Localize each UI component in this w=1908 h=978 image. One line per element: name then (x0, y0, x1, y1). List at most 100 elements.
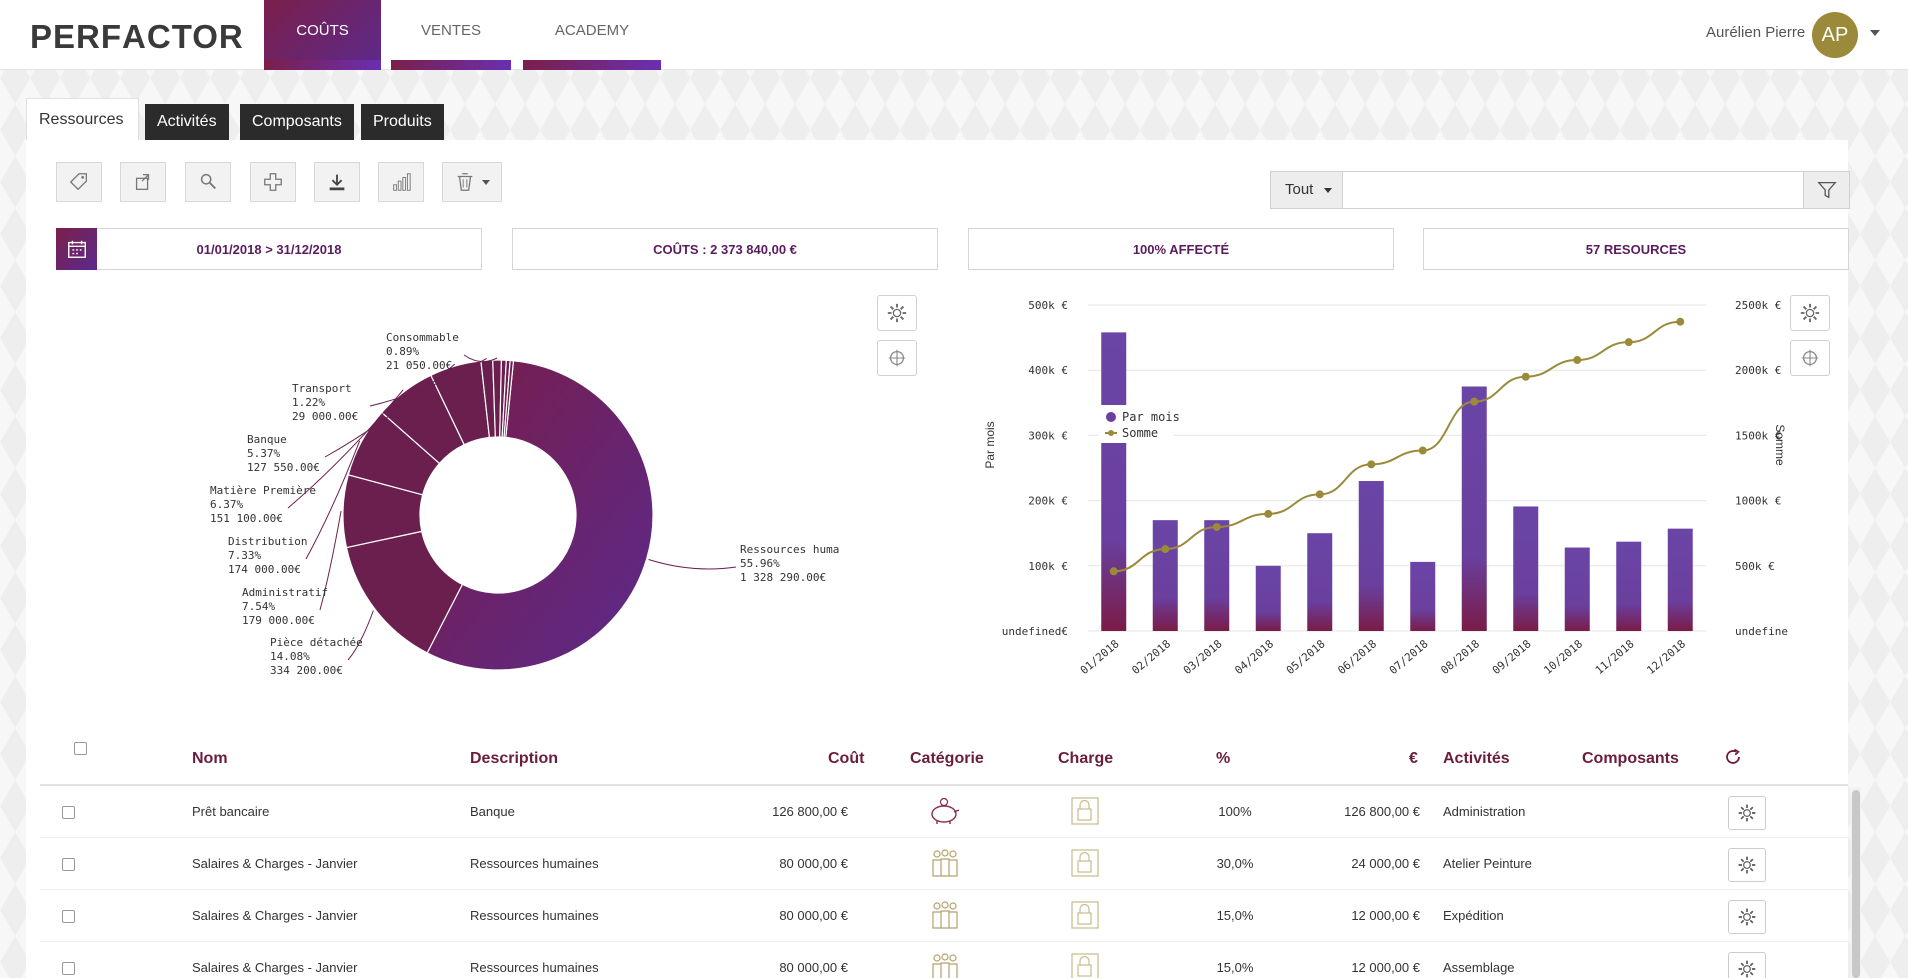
people-icon (928, 848, 962, 881)
line-point[interactable] (1161, 545, 1170, 554)
bar[interactable] (1358, 481, 1384, 631)
col-eur[interactable]: € (1409, 750, 1418, 767)
pie-leader-line (287, 389, 404, 509)
row-checkbox[interactable] (62, 910, 75, 923)
row-settings-button[interactable] (1728, 952, 1766, 978)
col-composants[interactable]: Composants (1582, 750, 1679, 767)
col-cout[interactable]: Coût (828, 750, 865, 767)
pie-label: Ressources humaines (740, 543, 840, 556)
line-point[interactable] (1367, 460, 1376, 469)
pie-target-button[interactable] (877, 340, 917, 376)
tab-composants[interactable]: Composants (240, 104, 354, 140)
line-point[interactable] (1109, 567, 1118, 576)
line-point[interactable] (1521, 372, 1530, 381)
bar[interactable] (1667, 528, 1693, 631)
avatar[interactable]: AP (1812, 12, 1858, 58)
tag-button[interactable] (56, 162, 102, 202)
bar[interactable] (1255, 565, 1281, 631)
cell-cout: 80 000,00 € (779, 908, 848, 923)
logo-accent-letter: A (122, 18, 147, 55)
tab-produits[interactable]: Produits (361, 104, 444, 140)
pie-settings-button[interactable] (877, 295, 917, 331)
nav-tab-academy[interactable]: ACADEMY (523, 0, 661, 70)
line-point[interactable] (1470, 397, 1479, 406)
download-button[interactable] (314, 162, 360, 202)
col-activites[interactable]: Activités (1443, 750, 1510, 767)
filter-select[interactable]: Tout (1271, 172, 1343, 208)
tab-ressources[interactable]: Ressources (26, 98, 139, 140)
bar[interactable] (1410, 561, 1436, 631)
bar[interactable] (1461, 386, 1487, 632)
user-name[interactable]: Aurélien Pierre (1706, 24, 1806, 41)
x-tick-label: 01/2018 (1078, 637, 1122, 677)
export-button[interactable] (120, 162, 166, 202)
filter-button[interactable] (1803, 172, 1849, 208)
table-row[interactable]: Prêt bancaire Banque 126 800,00 € 100% 126 8… (40, 786, 1848, 838)
lock-charge-icon[interactable] (1068, 898, 1102, 935)
row-checkbox[interactable] (62, 806, 75, 819)
pie-slice[interactable] (503, 359, 515, 439)
row-settings-button[interactable] (1728, 848, 1766, 882)
col-description[interactable]: Description (470, 750, 559, 767)
calendar-icon[interactable] (56, 228, 97, 270)
bar-settings-button[interactable] (1790, 295, 1830, 331)
nav-tab-couts[interactable]: COÛTS (264, 0, 381, 70)
lock-charge-icon[interactable] (1068, 950, 1102, 978)
row-settings-button[interactable] (1728, 796, 1766, 830)
bar-target-button[interactable] (1790, 340, 1830, 376)
chart-button[interactable] (378, 162, 424, 202)
line-point[interactable] (1418, 446, 1427, 455)
line-point[interactable] (1315, 490, 1324, 499)
col-charge[interactable]: Charge (1058, 750, 1114, 767)
pie-amount: 334 200.00€ (270, 664, 343, 677)
delete-dropdown-button[interactable] (442, 162, 502, 202)
nav-tab-indicator (391, 60, 511, 70)
search-button[interactable] (185, 162, 231, 202)
nav-tab-indicator (264, 60, 381, 70)
bar[interactable] (1152, 520, 1178, 631)
row-checkbox[interactable] (62, 962, 75, 975)
add-button[interactable] (250, 162, 296, 202)
period-box[interactable]: 01/01/2018 > 31/12/2018 (56, 228, 482, 270)
line-point[interactable] (1676, 317, 1685, 326)
line-point[interactable] (1573, 356, 1582, 365)
line-point[interactable] (1212, 522, 1221, 531)
bar[interactable] (1616, 541, 1642, 631)
bar[interactable] (1513, 506, 1539, 631)
row-checkbox[interactable] (62, 858, 75, 871)
row-settings-button[interactable] (1728, 900, 1766, 934)
chevron-down-icon[interactable] (1870, 30, 1880, 36)
bar[interactable] (1307, 533, 1333, 631)
line-point[interactable] (1264, 509, 1273, 518)
legend-bar-marker (1106, 412, 1116, 422)
col-categorie[interactable]: Catégorie (910, 750, 984, 767)
pie-leader-line (648, 559, 737, 570)
pie-pct: 5.37% (247, 447, 280, 460)
table-scrollbar[interactable] (1851, 788, 1861, 978)
col-nom[interactable]: Nom (192, 750, 228, 767)
tab-activites[interactable]: Activités (145, 104, 229, 140)
filter-input[interactable] (1343, 172, 1803, 208)
line-point[interactable] (1624, 338, 1633, 347)
cell-description: Ressources humaines (470, 960, 599, 975)
pie-slice[interactable] (426, 360, 654, 671)
select-all-checkbox[interactable] (74, 742, 87, 755)
legend-line-marker (1108, 430, 1114, 436)
x-tick-label: 05/2018 (1284, 637, 1328, 677)
y2-tick-label: 2500k € (1735, 299, 1781, 312)
col-pct[interactable]: % (1216, 750, 1231, 767)
app-logo[interactable]: PERFACTOR (30, 18, 244, 55)
table-row[interactable]: Salaires & Charges - Janvier Ressources h… (40, 942, 1848, 978)
crosshair-icon (888, 349, 906, 367)
bar[interactable] (1204, 520, 1230, 631)
lock-charge-icon[interactable] (1068, 846, 1102, 883)
lock-charge-icon[interactable] (1068, 794, 1102, 831)
table-row[interactable]: Salaires & Charges - Janvier Ressources h… (40, 890, 1848, 942)
bar[interactable] (1564, 547, 1590, 631)
table-row[interactable]: Salaires & Charges - Janvier Ressources h… (40, 838, 1848, 890)
scrollbar-thumb[interactable] (1852, 790, 1860, 978)
bar[interactable] (1101, 332, 1127, 631)
chevron-down-icon (1324, 188, 1332, 193)
nav-tab-ventes[interactable]: VENTES (391, 0, 511, 70)
refresh-icon[interactable] (1724, 748, 1742, 771)
